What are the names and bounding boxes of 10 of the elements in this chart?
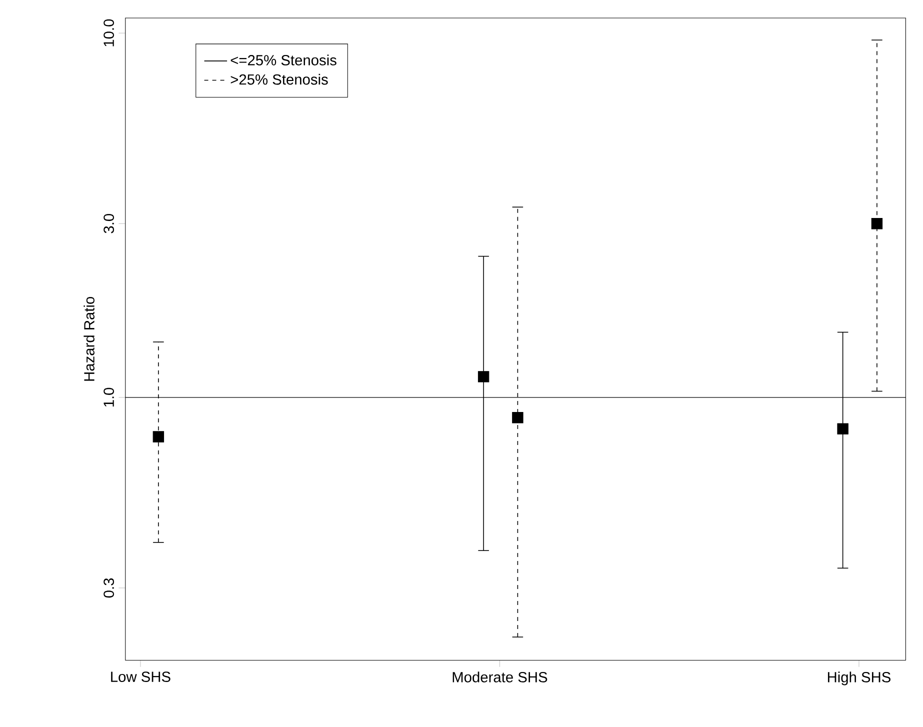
x-tick-label: Moderate SHS: [452, 672, 548, 682]
y-tick-label: 3.0: [104, 214, 114, 234]
y-tick-label: 10.0: [104, 19, 114, 46]
x-tick-label: High SHS: [828, 672, 890, 686]
y-tick-label: 0.3: [104, 578, 114, 598]
y-axis-title: Hazard Ratio: [84, 296, 94, 381]
y-tick-label: 1.0: [104, 388, 114, 407]
legend-label: >25% Stenosis: [230, 74, 328, 85]
x-tick-label: Low SHS: [111, 672, 170, 682]
legend-label: <=25% Stenosis: [230, 54, 336, 66]
